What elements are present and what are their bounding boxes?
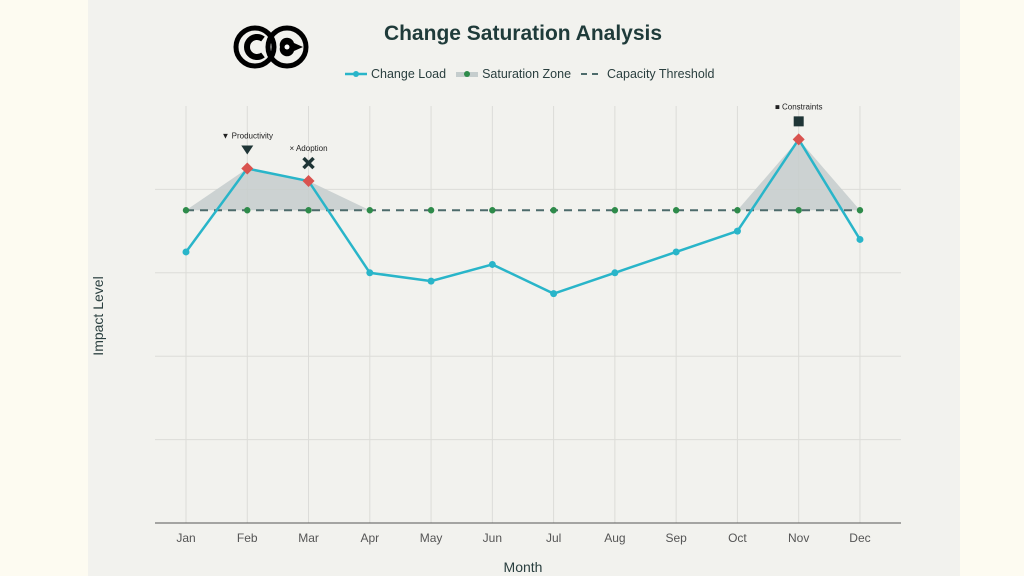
change-load-point [427, 277, 435, 285]
legend-label: Change Load [371, 67, 447, 81]
highlight-point [302, 175, 315, 188]
saturation-zone-marker [182, 207, 190, 214]
saturation-zone-marker [856, 207, 864, 214]
x-tick-label: Jan [176, 531, 195, 545]
square-icon [793, 116, 804, 127]
saturation-zone-marker [489, 207, 496, 214]
x-tick-label: Mar [298, 531, 319, 545]
legend-item-capacity-threshold[interactable]: Capacity Threshold [581, 67, 715, 81]
annotation-label: ■ Constraints [775, 102, 823, 111]
x-tick-label: Sep [665, 531, 687, 545]
saturation-zone-marker [672, 207, 680, 214]
chart-panel [88, 0, 960, 576]
change-load-point [550, 290, 558, 298]
change-load-point [182, 248, 190, 256]
change-load-point [366, 269, 374, 277]
annotation-label: × Adoption [290, 144, 328, 153]
saturation-zone-marker [611, 207, 619, 214]
legend-item-change-load[interactable]: Change Load [345, 67, 446, 81]
change-load-point [856, 235, 864, 243]
legend: Change Load Saturation Zone Capacity Thr… [345, 67, 715, 81]
saturation-zone-marker [550, 207, 557, 214]
saturation-zone-marker [244, 207, 251, 214]
saturation-zone-marker [734, 207, 741, 214]
x-tick-label: Aug [604, 531, 625, 545]
logo [233, 25, 309, 69]
saturation-zone-marker [795, 207, 802, 214]
change-load-point [611, 269, 619, 277]
x-tick-label: Jul [546, 531, 561, 545]
x-tick-label: Dec [849, 531, 870, 545]
legend-item-saturation-zone[interactable]: Saturation Zone [456, 67, 571, 81]
saturation-zone-area [737, 139, 860, 211]
annotation-label: ▼ Productivity [222, 132, 274, 141]
change-load-line [184, 137, 862, 295]
x-axis-label: Month [503, 559, 543, 575]
x-tick-label: Nov [788, 531, 809, 545]
x-tick-label: Oct [728, 531, 747, 545]
change-load-point [488, 260, 496, 268]
legend-label: Saturation Zone [482, 67, 572, 81]
change-load-point [672, 248, 680, 256]
saturation-zone-area [186, 168, 370, 211]
x-tick-label: Apr [360, 531, 379, 545]
x-tick-label: May [420, 531, 443, 545]
highlight-point [241, 162, 254, 175]
triangle-down-icon [241, 145, 254, 155]
highlight-point [792, 133, 805, 146]
x-tick-label: Jun [483, 531, 502, 545]
saturation-zone-marker [366, 207, 374, 214]
x-mark-icon [302, 156, 315, 170]
saturation-zone-marker [305, 207, 312, 214]
saturation-zone-marker [427, 207, 435, 214]
change-load-point [733, 227, 741, 235]
chart-title: Change Saturation Analysis [383, 22, 663, 45]
x-tick-label: Feb [237, 531, 258, 545]
legend-label: Capacity Threshold [607, 67, 715, 81]
